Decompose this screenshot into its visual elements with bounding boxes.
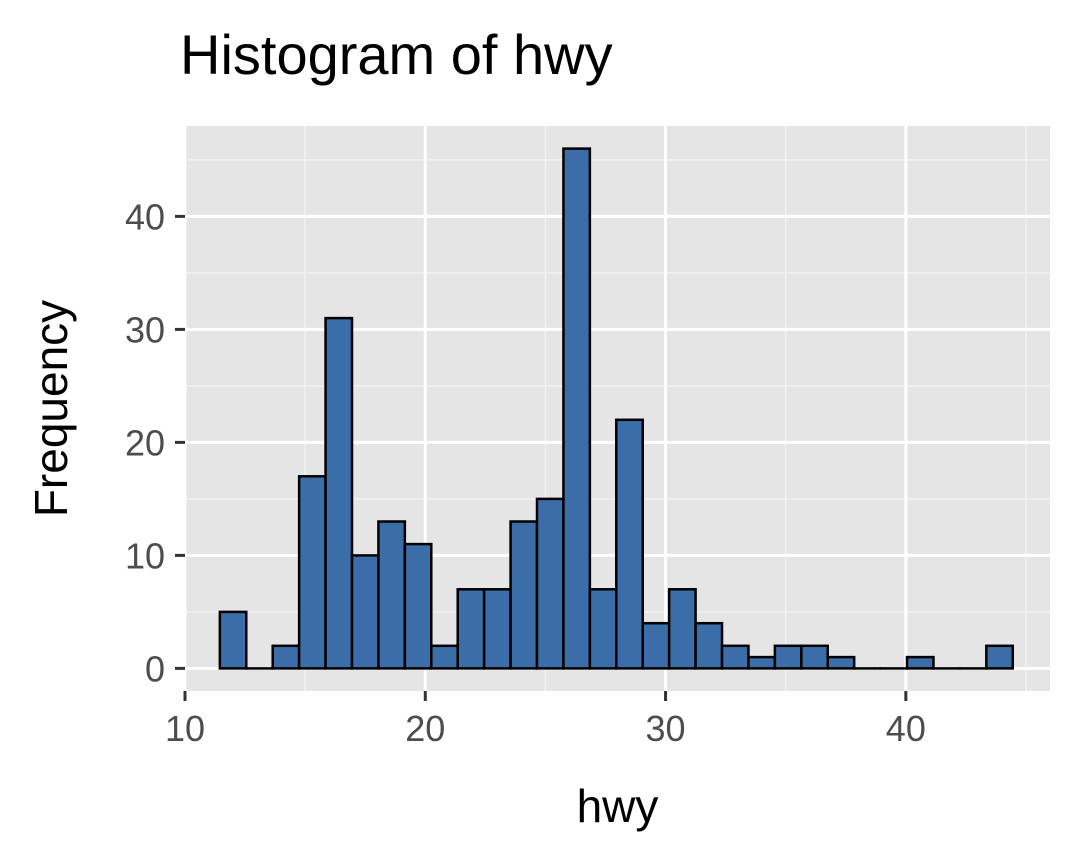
histogram-bar [350,554,380,670]
y-tick-label: 0 [145,648,165,689]
histogram-bar [430,644,459,670]
y-axis-title: Frequency [25,300,77,517]
histogram-bar [773,644,803,670]
histogram-bar [800,644,829,670]
histogram-bar [271,644,301,670]
histogram-bar [905,655,935,670]
histogram-bar [324,316,354,670]
histogram-bar [562,147,592,670]
y-tick-label: 10 [125,535,165,576]
histogram-bar [377,520,407,670]
x-axis-title: hwy [577,780,659,832]
y-tick-label: 20 [125,422,165,463]
histogram-bar [588,588,618,670]
x-tick-label: 20 [405,708,445,749]
histogram-bar [482,588,512,670]
histogram-bar [535,497,565,670]
y-tick-label: 40 [125,196,165,237]
histogram-bar [641,621,671,670]
histogram-bar [826,655,856,670]
histogram-bar [297,475,327,670]
chart-title: Histogram of hwy [180,23,613,86]
histogram-bar [456,588,486,670]
histogram-bar [985,644,1015,670]
histogram-bar [218,610,248,670]
x-tick-label: 10 [165,708,205,749]
histogram-bars [218,147,1015,670]
histogram-bar [720,644,750,670]
y-tick-label: 30 [125,309,165,350]
histogram-bar [747,655,777,670]
histogram-bar [667,588,697,670]
x-tick-label: 30 [646,708,686,749]
histogram-bar [509,520,539,670]
histogram-bar [615,418,644,670]
histogram-bar [694,621,724,670]
x-tick-label: 40 [886,708,926,749]
histogram-bar [403,542,433,670]
